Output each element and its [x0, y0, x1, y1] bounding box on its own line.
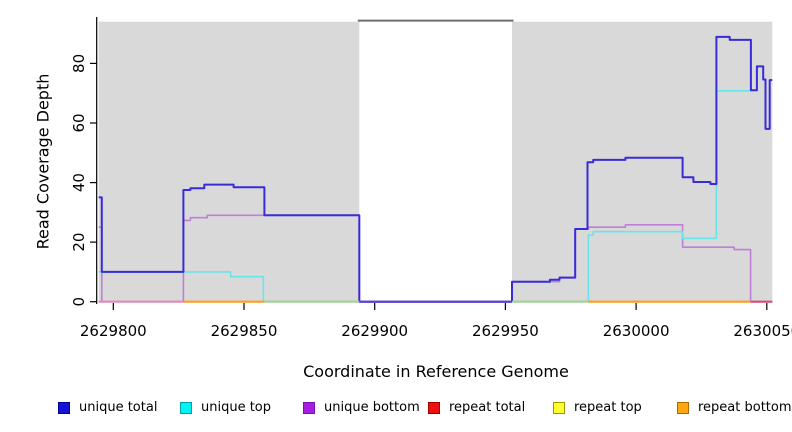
legend-item-unique-total: unique total — [58, 400, 157, 415]
svg-text:2629900: 2629900 — [341, 322, 408, 340]
svg-text:2630000: 2630000 — [603, 322, 670, 340]
legend-swatch-repeat-top — [553, 401, 565, 414]
x-axis-title: Coordinate in Reference Genome — [303, 362, 569, 381]
legend-item-repeat-total: repeat total — [428, 400, 525, 415]
legend-swatch-unique-bottom — [303, 401, 315, 414]
legend-label: unique bottom — [324, 400, 420, 415]
legend-label: unique top — [201, 400, 272, 415]
svg-text:40: 40 — [70, 173, 88, 192]
legend-swatch-repeat-total — [428, 401, 440, 414]
legend-item-unique-top: unique top — [180, 400, 271, 415]
svg-text:2629800: 2629800 — [80, 322, 147, 340]
svg-text:20: 20 — [70, 233, 88, 252]
legend-swatch-unique-total — [58, 401, 70, 414]
y-axis-title: Read Coverage Depth — [33, 73, 53, 250]
legend-label: repeat bottom — [698, 400, 792, 415]
svg-text:60: 60 — [70, 113, 88, 132]
svg-text:2629850: 2629850 — [211, 322, 278, 340]
legend-swatch-repeat-bottom — [677, 401, 689, 414]
legend-item-unique-bottom: unique bottom — [303, 400, 420, 415]
svg-text:80: 80 — [70, 54, 88, 73]
svg-text:0: 0 — [70, 297, 88, 307]
legend-item-repeat-bottom: repeat bottom — [677, 400, 792, 415]
legend-swatch-unique-top — [180, 401, 192, 414]
svg-text:2630050: 2630050 — [733, 322, 792, 340]
legend-label: repeat total — [449, 400, 526, 415]
legend: unique total unique top unique bottom re… — [0, 398, 792, 424]
svg-text:2629950: 2629950 — [472, 322, 539, 340]
legend-label: unique total — [79, 400, 158, 415]
legend-item-repeat-top: repeat top — [553, 400, 642, 415]
legend-label: repeat top — [574, 400, 642, 415]
